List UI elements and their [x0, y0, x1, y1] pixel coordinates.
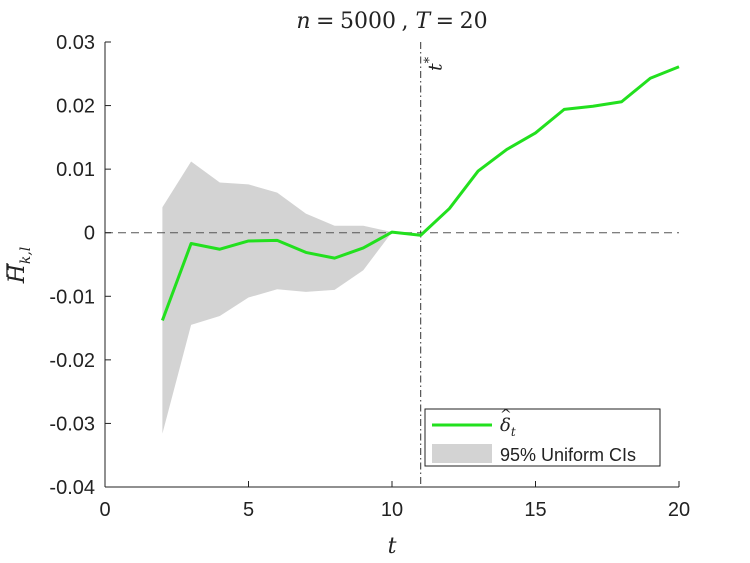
y-tick-label: -0.04: [49, 477, 95, 499]
title-t-label: T: [415, 9, 432, 34]
y-tick-label: -0.02: [49, 350, 95, 372]
title-comma: ,: [401, 9, 415, 34]
y-tick-label: -0.03: [49, 413, 95, 435]
x-tick-label: 0: [99, 499, 110, 521]
x-axis-label: t: [388, 534, 397, 559]
y-axis-label-sub: k,l: [18, 247, 34, 264]
title-equals-1: =: [316, 9, 334, 34]
axes: 0 5 10 15 20 -0.04 -0.03 -0.02 -0.01 0 0.01 0.02 0.…: [49, 32, 690, 521]
y-ticks: -0.04 -0.03 -0.02 -0.01 0 0.01 0.02 0.03: [49, 32, 111, 499]
legend-swatch-band: [432, 444, 492, 463]
title-t-value: 20: [460, 9, 488, 34]
legend: δt ^ 95% Uniform CIs: [424, 407, 661, 467]
y-tick-label: 0.01: [56, 159, 95, 181]
t-star-label: t*: [423, 56, 447, 71]
y-tick-label: -0.01: [49, 286, 95, 308]
x-tick-label: 10: [381, 499, 403, 521]
legend-label-delta: δt: [500, 415, 516, 439]
y-axis-label-main: H: [5, 263, 30, 284]
ci-band: [162, 161, 392, 434]
y-tick-label: 0: [84, 223, 95, 245]
title-n-value: 5000: [340, 9, 396, 34]
legend-label-band: 95% Uniform CIs: [500, 445, 636, 465]
chart-title: n = 5000 , T = 20: [296, 8, 487, 34]
x-ticks: 0 5 10 15 20: [99, 481, 690, 521]
x-tick-label: 5: [243, 499, 254, 521]
svg-text:t*: t*: [423, 56, 447, 71]
legend-label-delta-sub: t: [511, 425, 516, 439]
legend-label-delta-main: δ: [500, 415, 511, 436]
y-tick-label: 0.03: [56, 32, 95, 54]
title-n-label: n: [296, 9, 310, 34]
x-tick-label: 15: [524, 499, 546, 521]
y-tick-label: 0.02: [56, 96, 95, 118]
t-star-label-sup: *: [423, 56, 438, 63]
svg-text:Hk,l: Hk,l: [5, 247, 34, 285]
legend-label-delta-hat: ^: [500, 407, 512, 423]
series-layer: [160, 65, 680, 321]
x-tick-label: 20: [668, 499, 690, 521]
y-axis-label: Hk,l: [5, 247, 34, 285]
plot-area: [105, 42, 680, 487]
t-star-label-text: t: [425, 63, 447, 71]
title-equals-2: =: [436, 9, 454, 34]
